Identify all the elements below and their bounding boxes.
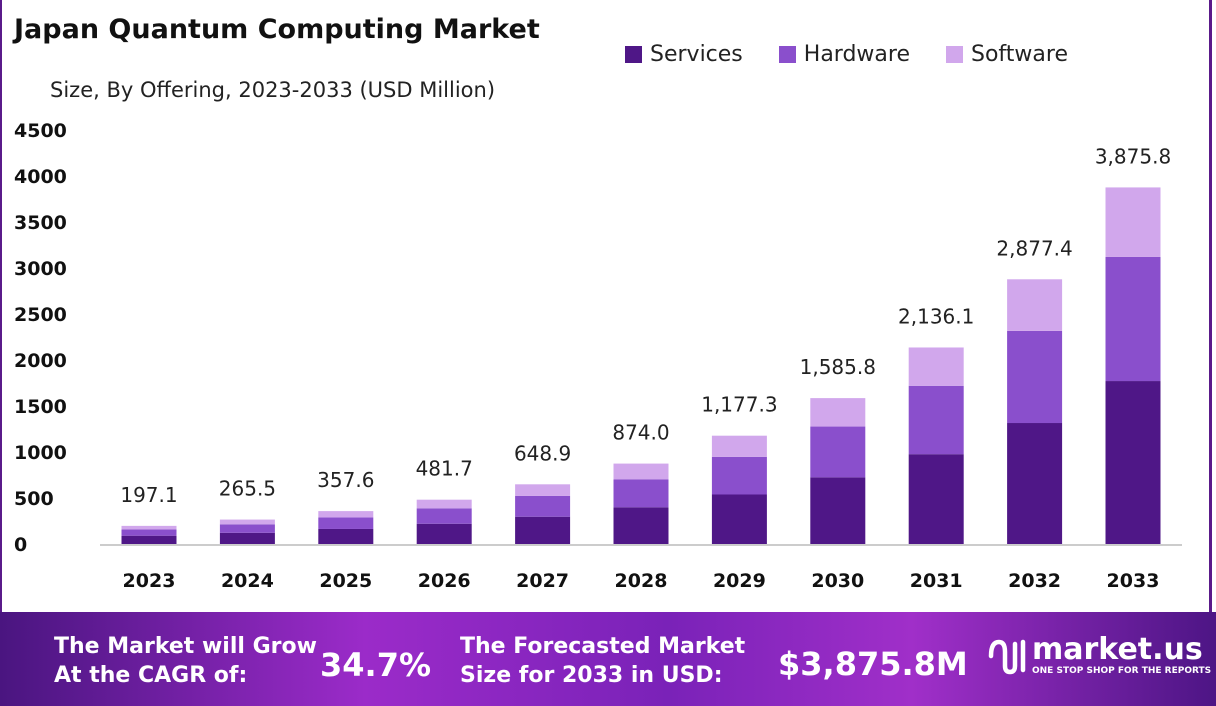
bar-segment-services <box>121 535 177 544</box>
x-tick-label: 2028 <box>615 570 668 592</box>
legend-label: Software <box>971 42 1068 67</box>
data-label: 481.7 <box>416 457 473 481</box>
brand-name: market.us <box>1032 632 1203 667</box>
bar-segment-services <box>613 507 669 544</box>
y-tick-label: 2500 <box>14 304 67 326</box>
legend-swatch <box>946 46 963 63</box>
forecast-label-line: The Forecasted Market <box>460 634 746 659</box>
bar-segment-hardware <box>908 385 964 455</box>
bar-segment-hardware <box>515 495 571 517</box>
bar-segment-services <box>1105 381 1161 544</box>
bar-segment-hardware <box>318 517 374 529</box>
bar-segment-hardware <box>416 508 472 524</box>
cagr-label-line: The Market will Grow <box>54 634 317 659</box>
bar-segment-software <box>908 347 964 386</box>
x-tick-label: 2026 <box>418 570 471 592</box>
y-tick-label: 500 <box>14 488 54 510</box>
chart-plot: 0 500 1000 1500 2000 2500 3000 3500 4000 4500 197.… <box>14 120 1182 592</box>
data-label: 874.0 <box>612 421 669 445</box>
forecast-label: The Forecasted Market Size for 2033 in US… <box>460 632 745 690</box>
legend-item-services: Services <box>625 42 743 67</box>
bar-segment-software <box>121 525 177 530</box>
y-tick-label: 1000 <box>14 442 67 464</box>
y-tick-label: 1500 <box>14 396 67 418</box>
data-label: 3,875.8 <box>1095 144 1171 168</box>
forecast-value: $3,875.8M <box>778 645 968 683</box>
legend-label: Services <box>650 42 743 67</box>
bar-segment-software <box>711 435 767 457</box>
x-tick-label: 2023 <box>123 570 176 592</box>
data-label: 265.5 <box>219 477 276 501</box>
bar-segment-software <box>810 398 866 427</box>
bar-segment-software <box>613 463 669 480</box>
data-label: 2,877.4 <box>996 236 1072 260</box>
bar-segment-hardware <box>711 456 767 495</box>
bar-segment-hardware <box>810 426 866 478</box>
data-label: 197.1 <box>120 483 177 507</box>
bar-segment-software <box>515 484 571 496</box>
y-tick-label: 2000 <box>14 350 67 372</box>
legend-label: Hardware <box>803 42 910 67</box>
bar-segment-software <box>318 511 374 518</box>
data-label: 648.9 <box>514 441 571 465</box>
legend-swatch <box>778 46 796 63</box>
bar-segment-services <box>711 494 767 544</box>
brand-logo: market.us ONE STOP SHOP FOR THE REPORTS <box>988 634 1211 677</box>
x-tick-label: 2029 <box>713 570 766 592</box>
cagr-label-line: At the CAGR of: <box>54 663 248 688</box>
bar-segment-hardware <box>1007 330 1063 424</box>
y-tick-label: 4000 <box>14 166 67 188</box>
bar-segment-services <box>908 454 964 544</box>
y-tick-label: 0 <box>14 534 27 556</box>
legend: Services Hardware Software <box>625 42 1068 67</box>
bar-segment-services <box>416 523 472 544</box>
bar-segment-hardware <box>219 524 275 533</box>
bar-segment-software <box>219 519 275 525</box>
bar-segment-services <box>810 477 866 544</box>
y-tick-label: 4500 <box>14 120 67 142</box>
x-tick-label: 2027 <box>516 570 569 592</box>
bar-segment-hardware <box>121 529 177 536</box>
x-tick-label: 2031 <box>910 570 963 592</box>
data-label: 357.6 <box>317 468 374 492</box>
logo-icon <box>988 639 1026 674</box>
chart-subtitle: Size, By Offering, 2023-2033 (USD Millio… <box>50 78 496 102</box>
y-tick-label: 3500 <box>14 212 67 234</box>
bar-segment-services <box>219 532 275 544</box>
legend-swatch <box>625 46 642 63</box>
data-label: 1,585.8 <box>800 355 876 379</box>
chart-frame <box>0 0 1212 612</box>
bar-segment-software <box>1105 187 1161 257</box>
bar-segment-hardware <box>613 479 669 508</box>
legend-item-hardware: Hardware <box>778 42 910 67</box>
x-tick-label: 2024 <box>221 570 274 592</box>
y-tick-label: 3000 <box>14 258 67 280</box>
cagr-value: 34.7% <box>320 646 432 684</box>
bar-segment-hardware <box>1105 256 1161 382</box>
bar-segment-services <box>318 528 374 544</box>
x-tick-label: 2025 <box>319 570 372 592</box>
bar-segment-services <box>1007 423 1063 544</box>
legend-item-software: Software <box>946 42 1068 67</box>
data-label: 2,136.1 <box>898 304 974 328</box>
x-tick-label: 2033 <box>1107 570 1160 592</box>
x-tick-label: 2032 <box>1008 570 1061 592</box>
x-tick-label: 2030 <box>811 570 864 592</box>
bar-segment-software <box>416 499 472 509</box>
footer-banner: The Market will Grow At the CAGR of: 34.7… <box>0 612 1216 706</box>
forecast-label-line: Size for 2033 in USD: <box>460 663 723 688</box>
cagr-label: The Market will Grow At the CAGR of: <box>54 632 317 690</box>
brand-tagline: ONE STOP SHOP FOR THE REPORTS <box>1032 666 1212 676</box>
bar-segment-services <box>515 516 571 544</box>
bar-segment-software <box>1007 279 1063 331</box>
data-label: 1,177.3 <box>701 393 777 417</box>
chart-title: Japan Quantum Computing Market <box>14 14 540 45</box>
